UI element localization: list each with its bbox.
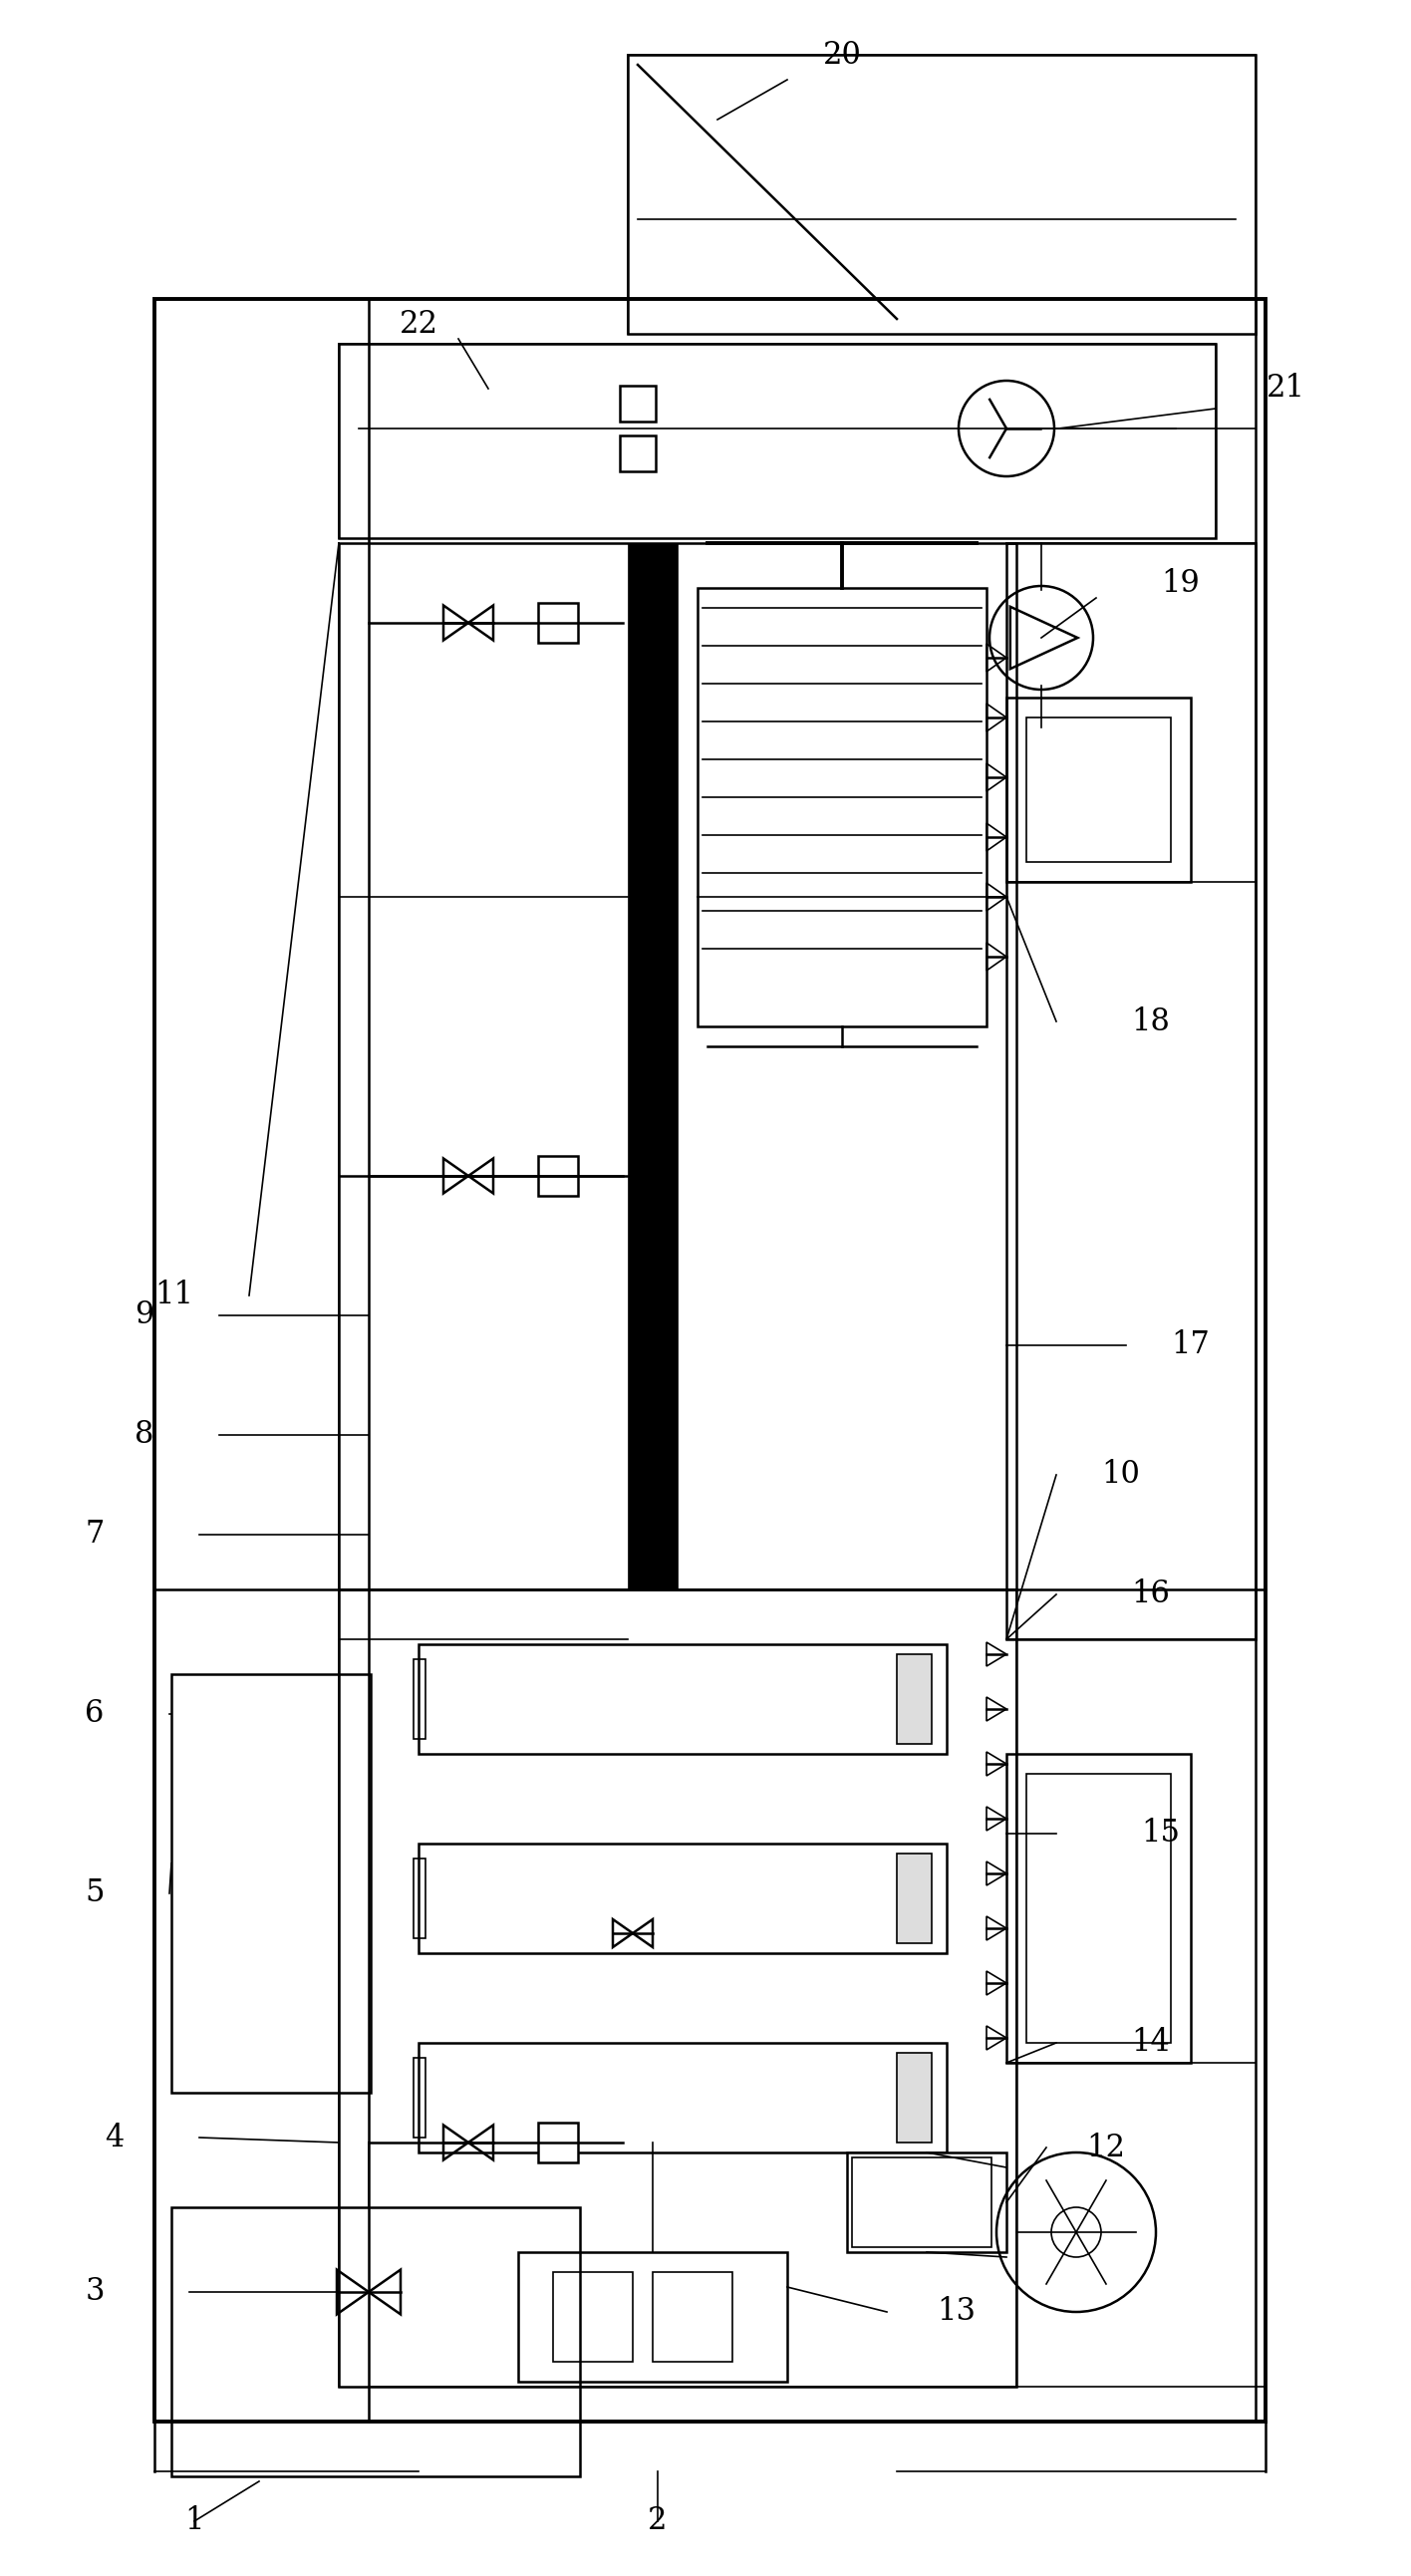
Bar [553,2272,632,2362]
Bar [852,2159,992,2246]
Text: 21: 21 [1266,374,1305,404]
Text: 1: 1 [185,2506,205,2537]
Text: 20: 20 [823,39,861,70]
Bar [413,1857,426,1937]
Text: 19: 19 [1161,567,1201,598]
Bar [628,544,677,1589]
Bar [847,2154,1006,2251]
Text: 12: 12 [1086,2133,1126,2164]
Text: 6: 6 [85,1698,104,1728]
Bar [1026,1775,1171,2043]
Bar [619,435,656,471]
Bar [619,386,656,422]
Text: 22: 22 [399,309,437,340]
Bar [339,544,1016,1589]
Text: 10: 10 [1102,1461,1140,1492]
Bar [339,1589,1016,2385]
Bar [171,2208,580,2476]
Bar [653,2272,732,2362]
Text: 16: 16 [1132,1579,1170,1610]
Text: 18: 18 [1132,1007,1170,1038]
Text: 5: 5 [85,1878,104,1909]
Bar [538,603,579,644]
Bar [171,1674,371,2092]
Text: 4: 4 [104,2123,124,2154]
Bar [419,2043,947,2154]
Bar [538,1157,579,1195]
Text: 15: 15 [1141,1819,1181,1850]
Bar [897,2053,931,2143]
Text: 9: 9 [135,1301,154,1332]
Bar [697,587,986,1025]
Text: 13: 13 [937,2295,976,2326]
Bar [1006,1754,1191,2063]
Text: 7: 7 [85,1520,104,1551]
Bar [154,299,1266,2421]
Bar [419,1643,947,1754]
Bar [419,1844,947,1953]
Bar [1026,719,1171,863]
Bar [1006,544,1256,1638]
Bar [413,1659,426,1739]
Text: 3: 3 [85,2277,104,2308]
Bar [538,2123,579,2161]
Bar [628,54,1256,335]
Bar [413,2058,426,2138]
Text: 17: 17 [1171,1329,1211,1360]
Text: 2: 2 [648,2506,667,2537]
Bar [897,1654,931,1744]
Bar [518,2251,787,2383]
Text: 11: 11 [155,1280,193,1311]
Bar [897,1855,931,1942]
Bar [1006,698,1191,881]
Text: 14: 14 [1132,2027,1170,2058]
Text: 8: 8 [135,1419,154,1450]
Bar [339,343,1216,538]
